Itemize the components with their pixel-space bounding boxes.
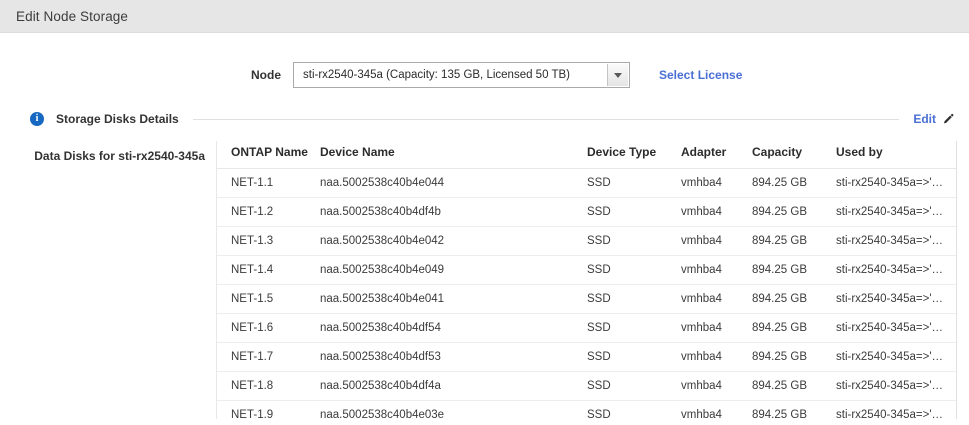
cell-adapter: vmhba4: [681, 284, 752, 314]
node-label: Node: [251, 68, 281, 82]
cell-device-type: SSD: [587, 255, 681, 285]
pencil-icon: [942, 113, 955, 126]
disks-table: ONTAP Name Device Name Device Type Adapt…: [217, 141, 956, 419]
cell-ontap-name: NET-1.9: [217, 400, 320, 419]
cell-device-type: SSD: [587, 226, 681, 256]
cell-adapter: vmhba4: [681, 400, 752, 419]
cell-device-name: naa.5002538c40b4df54: [320, 313, 587, 343]
table-row[interactable]: NET-1.9 naa.5002538c40b4e03e SSD vmhba4 894.…: [217, 400, 956, 419]
node-select[interactable]: sti-rx2540-345a (Capacity: 135 GB, Licen…: [293, 62, 630, 88]
cell-adapter: vmhba4: [681, 226, 752, 256]
column-header-device-name: Device Name: [320, 141, 587, 169]
cell-capacity: 894.25 GB: [752, 371, 836, 401]
cell-device-type: SSD: [587, 284, 681, 314]
cell-device-name: naa.5002538c40b4df4a: [320, 371, 587, 401]
cell-device-type: SSD: [587, 371, 681, 401]
cell-adapter: vmhba4: [681, 342, 752, 372]
section-divider: [192, 118, 900, 120]
dialog-title-bar: Edit Node Storage: [0, 0, 969, 33]
cell-device-type: SSD: [587, 342, 681, 372]
cell-used-by: sti-rx2540-345a=>'…: [836, 226, 956, 256]
node-select-value: sti-rx2540-345a (Capacity: 135 GB, Licen…: [303, 69, 570, 81]
cell-device-name: naa.5002538c40b4e042: [320, 226, 587, 256]
chevron-down-icon[interactable]: [607, 64, 628, 86]
table-row[interactable]: NET-1.4 naa.5002538c40b4e049 SSD vmhba4 894.…: [217, 255, 956, 285]
table-row[interactable]: NET-1.8 naa.5002538c40b4df4a SSD vmhba4 894.…: [217, 371, 956, 401]
cell-device-name: naa.5002538c40b4df4b: [320, 197, 587, 227]
disks-table-head: ONTAP Name Device Name Device Type Adapt…: [217, 141, 956, 169]
cell-adapter: vmhba4: [681, 255, 752, 285]
column-header-ontap-name: ONTAP Name: [217, 141, 320, 169]
cell-adapter: vmhba4: [681, 168, 752, 198]
cell-device-name: naa.5002538c40b4e041: [320, 284, 587, 314]
cell-used-by: sti-rx2540-345a=>'…: [836, 371, 956, 401]
cell-device-type: SSD: [587, 313, 681, 343]
cell-capacity: 894.25 GB: [752, 197, 836, 227]
cell-used-by: sti-rx2540-345a=>'…: [836, 168, 956, 198]
edit-label: Edit: [913, 112, 936, 126]
section-title: Storage Disks Details: [56, 112, 179, 126]
node-selection-row: Node sti-rx2540-345a (Capacity: 135 GB, …: [0, 62, 969, 88]
column-header-capacity: Capacity: [752, 141, 836, 169]
column-header-used-by: Used by: [836, 141, 956, 169]
cell-device-type: SSD: [587, 197, 681, 227]
cell-used-by: sti-rx2540-345a=>'…: [836, 197, 956, 227]
cell-used-by: sti-rx2540-345a=>'…: [836, 400, 956, 419]
cell-device-name: naa.5002538c40b4e03e: [320, 400, 587, 419]
table-row[interactable]: NET-1.2 naa.5002538c40b4df4b SSD vmhba4 894.…: [217, 197, 956, 227]
cell-ontap-name: NET-1.5: [217, 284, 320, 314]
disks-table-container: ONTAP Name Device Name Device Type Adapt…: [216, 141, 957, 419]
disks-content-row: Data Disks for sti-rx2540-345a ONTAP Nam…: [0, 141, 969, 419]
cell-device-name: naa.5002538c40b4e049: [320, 255, 587, 285]
cell-ontap-name: NET-1.3: [217, 226, 320, 256]
cell-device-name: naa.5002538c40b4df53: [320, 342, 587, 372]
cell-ontap-name: NET-1.2: [217, 197, 320, 227]
cell-capacity: 894.25 GB: [752, 255, 836, 285]
cell-adapter: vmhba4: [681, 371, 752, 401]
cell-adapter: vmhba4: [681, 197, 752, 227]
cell-device-name: naa.5002538c40b4e044: [320, 168, 587, 198]
table-row[interactable]: NET-1.6 naa.5002538c40b4df54 SSD vmhba4 894.…: [217, 313, 956, 343]
column-header-device-type: Device Type: [587, 141, 681, 169]
cell-capacity: 894.25 GB: [752, 313, 836, 343]
page-title: Edit Node Storage: [16, 8, 129, 24]
storage-disks-section-header: i Storage Disks Details Edit: [0, 110, 969, 128]
cell-adapter: vmhba4: [681, 313, 752, 343]
cell-capacity: 894.25 GB: [752, 284, 836, 314]
cell-used-by: sti-rx2540-345a=>'…: [836, 255, 956, 285]
cell-device-type: SSD: [587, 400, 681, 419]
cell-capacity: 894.25 GB: [752, 168, 836, 198]
select-license-link[interactable]: Select License: [659, 68, 743, 82]
cell-capacity: 894.25 GB: [752, 226, 836, 256]
cell-used-by: sti-rx2540-345a=>'…: [836, 342, 956, 372]
cell-used-by: sti-rx2540-345a=>'…: [836, 284, 956, 314]
edit-button[interactable]: Edit: [913, 112, 955, 126]
column-header-adapter: Adapter: [681, 141, 752, 169]
cell-device-type: SSD: [587, 168, 681, 198]
info-icon: i: [30, 112, 44, 126]
cell-ontap-name: NET-1.7: [217, 342, 320, 372]
cell-capacity: 894.25 GB: [752, 400, 836, 419]
cell-ontap-name: NET-1.1: [217, 168, 320, 198]
table-row[interactable]: NET-1.3 naa.5002538c40b4e042 SSD vmhba4 894.…: [217, 226, 956, 256]
data-disks-label: Data Disks for sti-rx2540-345a: [34, 149, 205, 163]
cell-ontap-name: NET-1.6: [217, 313, 320, 343]
table-header-row: ONTAP Name Device Name Device Type Adapt…: [217, 141, 956, 169]
table-row[interactable]: NET-1.7 naa.5002538c40b4df53 SSD vmhba4 894.…: [217, 342, 956, 372]
cell-capacity: 894.25 GB: [752, 342, 836, 372]
table-row[interactable]: NET-1.1 naa.5002538c40b4e044 SSD vmhba4 894.…: [217, 168, 956, 198]
cell-ontap-name: NET-1.4: [217, 255, 320, 285]
disks-table-body: NET-1.1 naa.5002538c40b4e044 SSD vmhba4 894.…: [217, 168, 956, 419]
cell-ontap-name: NET-1.8: [217, 371, 320, 401]
cell-used-by: sti-rx2540-345a=>'…: [836, 313, 956, 343]
table-row[interactable]: NET-1.5 naa.5002538c40b4e041 SSD vmhba4 894.…: [217, 284, 956, 314]
